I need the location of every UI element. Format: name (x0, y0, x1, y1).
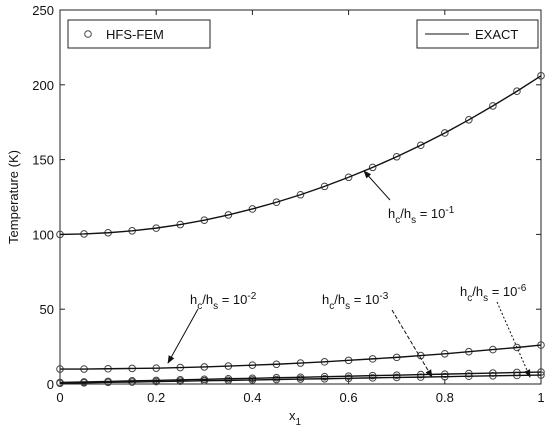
y-tick-label: 150 (32, 153, 54, 168)
annotation-part: /h (202, 292, 213, 307)
y-tick-label: 50 (40, 302, 54, 317)
data-point (537, 72, 545, 80)
y-tick-label: 0 (47, 377, 54, 392)
annotation: hc/hs = 10-6 (460, 283, 527, 304)
x-tick-label: 0.4 (243, 390, 261, 405)
annotation-arrow (363, 170, 391, 201)
y-tick-label: 200 (32, 78, 54, 93)
x-axis-label-main: x (289, 408, 296, 423)
x-axis-label-sub: 1 (295, 417, 301, 428)
annotation-arrow (167, 308, 199, 364)
data-point (296, 190, 305, 199)
annotation-arrow (391, 309, 433, 378)
annotation-part: = 10 (218, 292, 247, 307)
data-line (60, 344, 542, 370)
annotation-part: s (345, 301, 350, 312)
data-point (416, 141, 425, 150)
annotation-part: c (329, 301, 334, 312)
annotation: hc/hs = 10-1 (388, 205, 455, 226)
annotation-part: h (322, 292, 329, 307)
annotation-part: h (460, 284, 467, 299)
data-point (441, 129, 449, 137)
annotation-part: c (467, 293, 472, 304)
x-tick-label: 0.8 (436, 390, 454, 405)
data-point (465, 116, 473, 124)
annotation-part: c (197, 301, 202, 312)
data-point (489, 102, 497, 110)
data-point (320, 182, 329, 191)
plot-frame (59, 9, 542, 385)
data-point (248, 205, 257, 213)
annotation-part: /h (334, 292, 345, 307)
annotation: hc/hs = 10-2 (190, 291, 257, 312)
annotation-part: c (395, 215, 400, 226)
x-tick-label: 1 (537, 390, 544, 405)
data-point (224, 211, 233, 219)
legend-marker (84, 30, 92, 38)
annotation-part: s (213, 301, 218, 312)
annotation-part: -2 (247, 291, 256, 302)
x-tick-label: 0 (56, 390, 63, 405)
annotation-part: s (483, 293, 488, 304)
annotation-arrow (496, 301, 531, 378)
annotation-part: /h (400, 206, 411, 221)
y-tick-label: 100 (32, 227, 54, 242)
x-tick-label: 0.6 (340, 390, 358, 405)
y-tick-label: 250 (32, 3, 54, 18)
data-line (59, 75, 542, 236)
x-tick-label: 0.2 (147, 390, 165, 405)
data-point (513, 87, 521, 96)
data-point (368, 163, 377, 172)
data-point (392, 152, 401, 161)
y-axis-label: Temperature (K) (6, 150, 21, 244)
annotation-part: s (411, 215, 416, 226)
data-point (272, 198, 281, 207)
legend-label: EXACT (475, 27, 518, 42)
annotation-part: -3 (379, 291, 388, 302)
annotation-part: = 10 (350, 292, 379, 307)
annotation-part: h (190, 292, 197, 307)
annotation-part: = 10 (416, 206, 445, 221)
annotation-part: /h (472, 284, 483, 299)
annotation-part: -6 (517, 283, 526, 294)
x-axis-label: x1 (289, 408, 302, 428)
annotation-part: h (388, 206, 395, 221)
annotation-part: -1 (445, 205, 454, 216)
legend-label: HFS-FEM (106, 27, 164, 42)
data-point (344, 173, 353, 182)
data-line (59, 374, 542, 384)
annotation: hc/hs = 10-3 (322, 291, 389, 312)
data-line (59, 371, 542, 384)
annotation-part: = 10 (488, 284, 517, 299)
